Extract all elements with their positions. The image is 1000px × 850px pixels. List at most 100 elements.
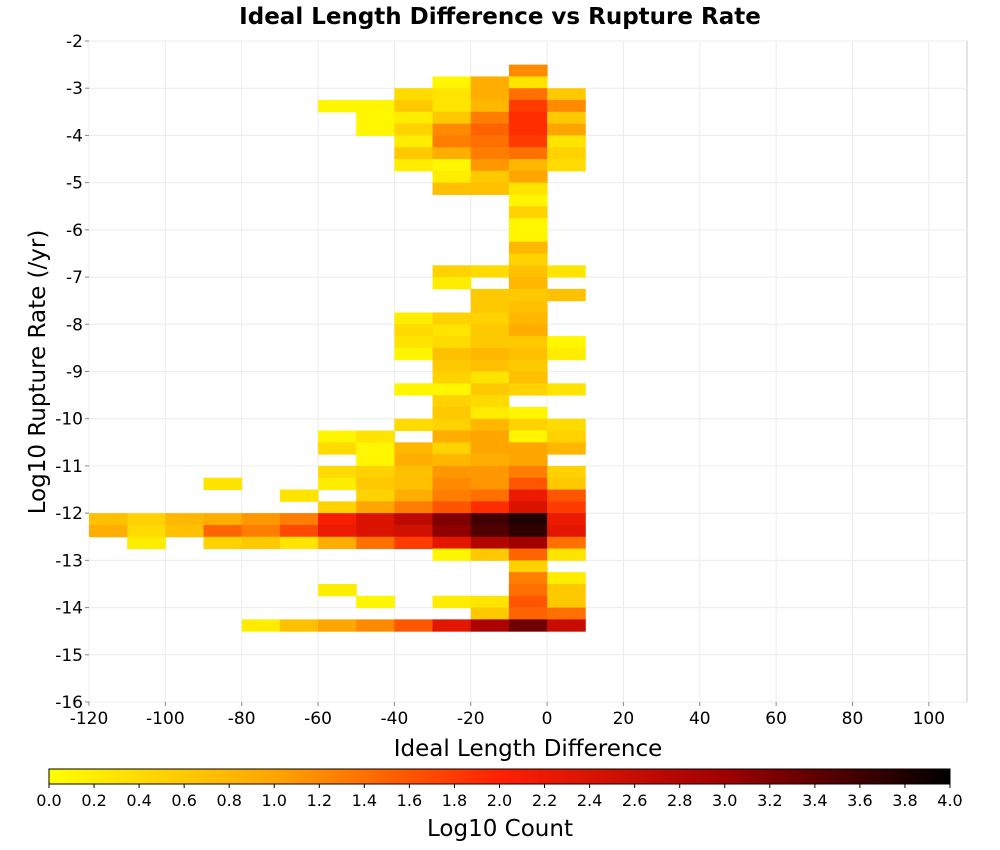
colorbar-tick-label: 3.0: [712, 791, 737, 810]
heatmap-cell: [279, 536, 319, 550]
heatmap-cell: [432, 501, 472, 514]
heatmap-cell: [432, 513, 472, 526]
heatmap-cell: [508, 489, 548, 502]
heatmap-cell: [432, 619, 472, 632]
heatmap-cell: [547, 524, 586, 538]
heatmap-cell: [508, 347, 548, 361]
x-tick-label: -80: [228, 709, 256, 729]
heatmap-cell: [356, 430, 395, 443]
heatmap-cell: [547, 265, 586, 278]
heatmap-cell: [318, 100, 357, 113]
heatmap-cell: [470, 536, 510, 550]
x-tick-label: 20: [613, 709, 635, 729]
heatmap-cell: [508, 619, 548, 632]
y-tick-label: -4: [66, 126, 83, 146]
heatmap-cell: [165, 524, 205, 538]
heatmap-cell: [470, 170, 510, 184]
heatmap-cell: [547, 501, 586, 514]
heatmap-cell: [508, 430, 548, 443]
colorbar-tick-label: 0.2: [81, 791, 106, 810]
heatmap-cell: [547, 430, 586, 443]
heatmap-cell: [508, 477, 548, 491]
heatmap-cell: [508, 524, 548, 538]
heatmap-cell: [508, 418, 548, 432]
heatmap-cell: [394, 312, 434, 325]
heatmap-cell: [394, 100, 434, 113]
heatmap-cell: [508, 454, 548, 467]
heatmap-cell: [394, 147, 434, 160]
heatmap-cell: [356, 595, 395, 609]
heatmap-cell: [356, 111, 395, 125]
heatmap-cell: [432, 536, 472, 550]
heatmap-cell: [547, 607, 586, 620]
y-axis-ticks: -2 -3 -4 -5 -6 -7 -8 -9 -10 -11 -12 -13 -14 -15 -16: [55, 32, 89, 713]
heatmap-cell: [432, 359, 472, 372]
heatmap-cell: [547, 442, 586, 455]
heatmap-cell: [394, 454, 434, 467]
heatmap-cell: [432, 406, 472, 420]
heatmap-cell: [470, 406, 510, 420]
heatmap-cell: [318, 524, 357, 538]
x-axis-ticks: -120 -100 -80 -60 -40 -20 0 20 40 60 80 100: [70, 702, 945, 729]
x-tick-label: -20: [457, 709, 485, 729]
heatmap-cell: [470, 347, 510, 361]
heatmap-cell: [508, 572, 548, 585]
heatmap-cell: [470, 100, 510, 113]
heatmap-cell: [470, 465, 510, 479]
heatmap-cell: [470, 442, 510, 455]
x-tick-label: -60: [304, 709, 332, 729]
heatmap-cell: [470, 371, 510, 384]
heatmap-cell: [241, 619, 281, 632]
heatmap-cell: [508, 595, 548, 609]
heatmap-cell: [508, 300, 548, 313]
heatmap-cell: [508, 135, 548, 148]
heatmap-cell: [508, 288, 548, 302]
heatmap-cell: [432, 371, 472, 384]
heatmap-cell: [508, 253, 548, 266]
heatmap-cell: [394, 88, 434, 101]
heatmap-cell: [394, 501, 434, 514]
heatmap-cell: [547, 548, 586, 561]
heatmap-cell: [508, 312, 548, 325]
heatmap-cell: [394, 111, 434, 125]
heatmap-cell: [508, 159, 548, 172]
heatmap-cell: [318, 619, 357, 632]
heatmap-cell: [241, 513, 281, 526]
heatmap-cell: [432, 595, 472, 609]
colorbar-tick-label: 2.4: [577, 791, 602, 810]
heatmap-cell: [547, 477, 586, 491]
colorbar-tick-label: 3.2: [757, 791, 782, 810]
heatmap-cell: [470, 359, 510, 372]
y-tick-label: -10: [55, 410, 83, 430]
heatmap-cell: [394, 489, 434, 502]
heatmap-cell: [508, 501, 548, 514]
heatmap-cell: [432, 88, 472, 101]
heatmap-cell: [356, 619, 395, 632]
y-tick-label: -8: [66, 315, 83, 335]
heatmap-cell: [547, 123, 586, 136]
heatmap-cell: [508, 406, 548, 420]
heatmap-cell: [432, 324, 472, 337]
heatmap-cell: [508, 229, 548, 243]
heatmap-cell: [508, 206, 548, 219]
y-tick-label: -7: [66, 268, 83, 288]
heatmap-cell: [356, 513, 395, 526]
heatmap-cell: [547, 383, 586, 396]
heatmap-cell: [432, 159, 472, 172]
heatmap-cell: [318, 477, 357, 491]
heatmap-cell: [203, 524, 243, 538]
heatmap-cell: [470, 265, 510, 278]
heatmap-cell: [508, 241, 548, 254]
heatmap-cell: [432, 76, 472, 89]
colorbar-tick-label: 0.6: [171, 791, 196, 810]
heatmap-cell: [508, 170, 548, 184]
x-tick-label: 40: [689, 709, 711, 729]
heatmap-cell: [547, 619, 586, 632]
x-tick-label: 0: [542, 709, 553, 729]
heatmap-cell: [470, 489, 510, 502]
heatmap-cell: [394, 324, 434, 337]
heatmap-cell: [547, 513, 586, 526]
heatmap-cell: [470, 454, 510, 467]
colorbar-tick-label: 4.0: [937, 791, 962, 810]
